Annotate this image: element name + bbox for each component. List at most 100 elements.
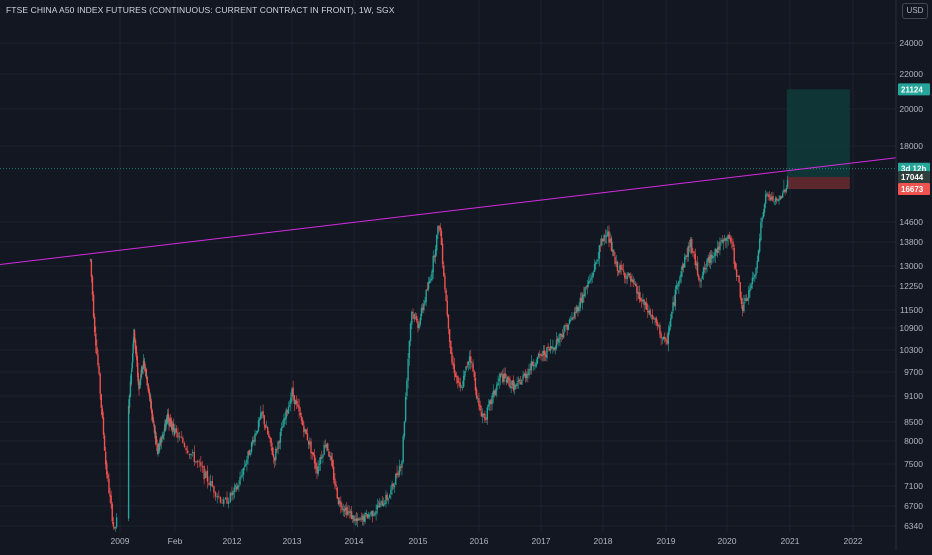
candle-body (361, 515, 364, 520)
candle-body (672, 302, 674, 312)
candle-body (344, 507, 347, 511)
candle-body (726, 237, 728, 242)
candle-body (601, 238, 603, 246)
candle-body (611, 249, 614, 253)
candle-body (338, 500, 341, 504)
candle-body (159, 439, 162, 441)
candle-body (475, 389, 478, 399)
candle-body (158, 446, 161, 451)
candle-body (402, 436, 404, 462)
candle-body (727, 235, 729, 239)
candle-body (655, 317, 657, 323)
candle-body (171, 424, 174, 431)
candle-body (156, 441, 158, 445)
candle-body (97, 354, 99, 366)
candle-body (565, 325, 567, 327)
candle-body (209, 480, 212, 486)
candle-body (172, 424, 175, 431)
candle-body (780, 196, 783, 199)
candle-body (107, 474, 109, 479)
candle-body (712, 255, 714, 259)
candle-body (718, 246, 720, 250)
candle-body (573, 312, 576, 318)
candle-body (767, 194, 769, 196)
candle-body (436, 235, 438, 251)
candle-body (546, 347, 548, 358)
candle-body (554, 347, 556, 350)
candle-body (750, 284, 752, 289)
candle-body (645, 302, 648, 310)
candle-body (183, 443, 186, 447)
candle-body (237, 485, 239, 489)
candle-body (370, 511, 372, 515)
candle-body (129, 396, 131, 397)
candle-body (633, 283, 636, 285)
candle-body (353, 516, 355, 522)
candle-body (444, 275, 446, 290)
candle-body (514, 384, 516, 390)
y-tick-label: 12250 (899, 281, 923, 291)
candle-body (574, 312, 577, 313)
candle-body (287, 406, 290, 414)
candle-body (603, 234, 605, 242)
candle-body (196, 460, 199, 463)
candle-body (581, 294, 584, 304)
x-tick-label: 2016 (470, 536, 489, 546)
candle-body (90, 259, 93, 277)
candle-body (330, 456, 332, 461)
candle-body (261, 411, 263, 413)
candle-body (665, 338, 667, 342)
candle-body (642, 299, 644, 302)
candle-body (397, 474, 399, 476)
y-tick-label: 18000 (899, 141, 923, 151)
candle-body (680, 271, 682, 277)
candle-body (396, 472, 398, 476)
candle-body (145, 368, 148, 378)
candle-body (591, 275, 593, 278)
candle-body (443, 265, 445, 277)
candle-body (657, 324, 660, 326)
candle-body (139, 381, 141, 389)
candle-body (496, 384, 498, 391)
candle-body (318, 463, 321, 465)
candle-body (144, 363, 146, 371)
candle-body (522, 375, 524, 379)
candle-body (773, 201, 775, 203)
x-tick-label: 2019 (657, 536, 676, 546)
candle-body (111, 504, 113, 522)
candle-body (609, 239, 611, 243)
candle-body (602, 238, 604, 242)
candle-body (537, 353, 540, 357)
candle-body (411, 311, 413, 325)
candle-body (700, 279, 702, 282)
candle-body (702, 267, 705, 276)
candle-body (509, 379, 511, 388)
candle-body (419, 317, 421, 325)
candle-body (729, 237, 732, 242)
candle-body (669, 318, 672, 327)
candle-body (610, 238, 613, 251)
candle-body (485, 419, 487, 420)
candle-body (553, 347, 555, 351)
candle-body (412, 312, 414, 314)
candle-body (171, 423, 173, 428)
candle-body (722, 239, 725, 243)
candle-body (278, 441, 280, 443)
currency-button[interactable]: USD (902, 3, 928, 19)
candle-body (597, 259, 599, 261)
candle-body (668, 327, 671, 332)
candle-body (369, 514, 371, 516)
candle-body (556, 338, 559, 342)
y-tick-label: 7100 (904, 481, 923, 491)
candle-body (743, 302, 745, 312)
candle-body (508, 377, 510, 380)
candle-body (752, 277, 755, 279)
candle-body (377, 505, 380, 507)
candle-body (294, 400, 297, 405)
candle-body (760, 222, 762, 240)
candle-body (231, 492, 233, 496)
candle-body (242, 467, 245, 475)
candle-body (506, 376, 509, 383)
